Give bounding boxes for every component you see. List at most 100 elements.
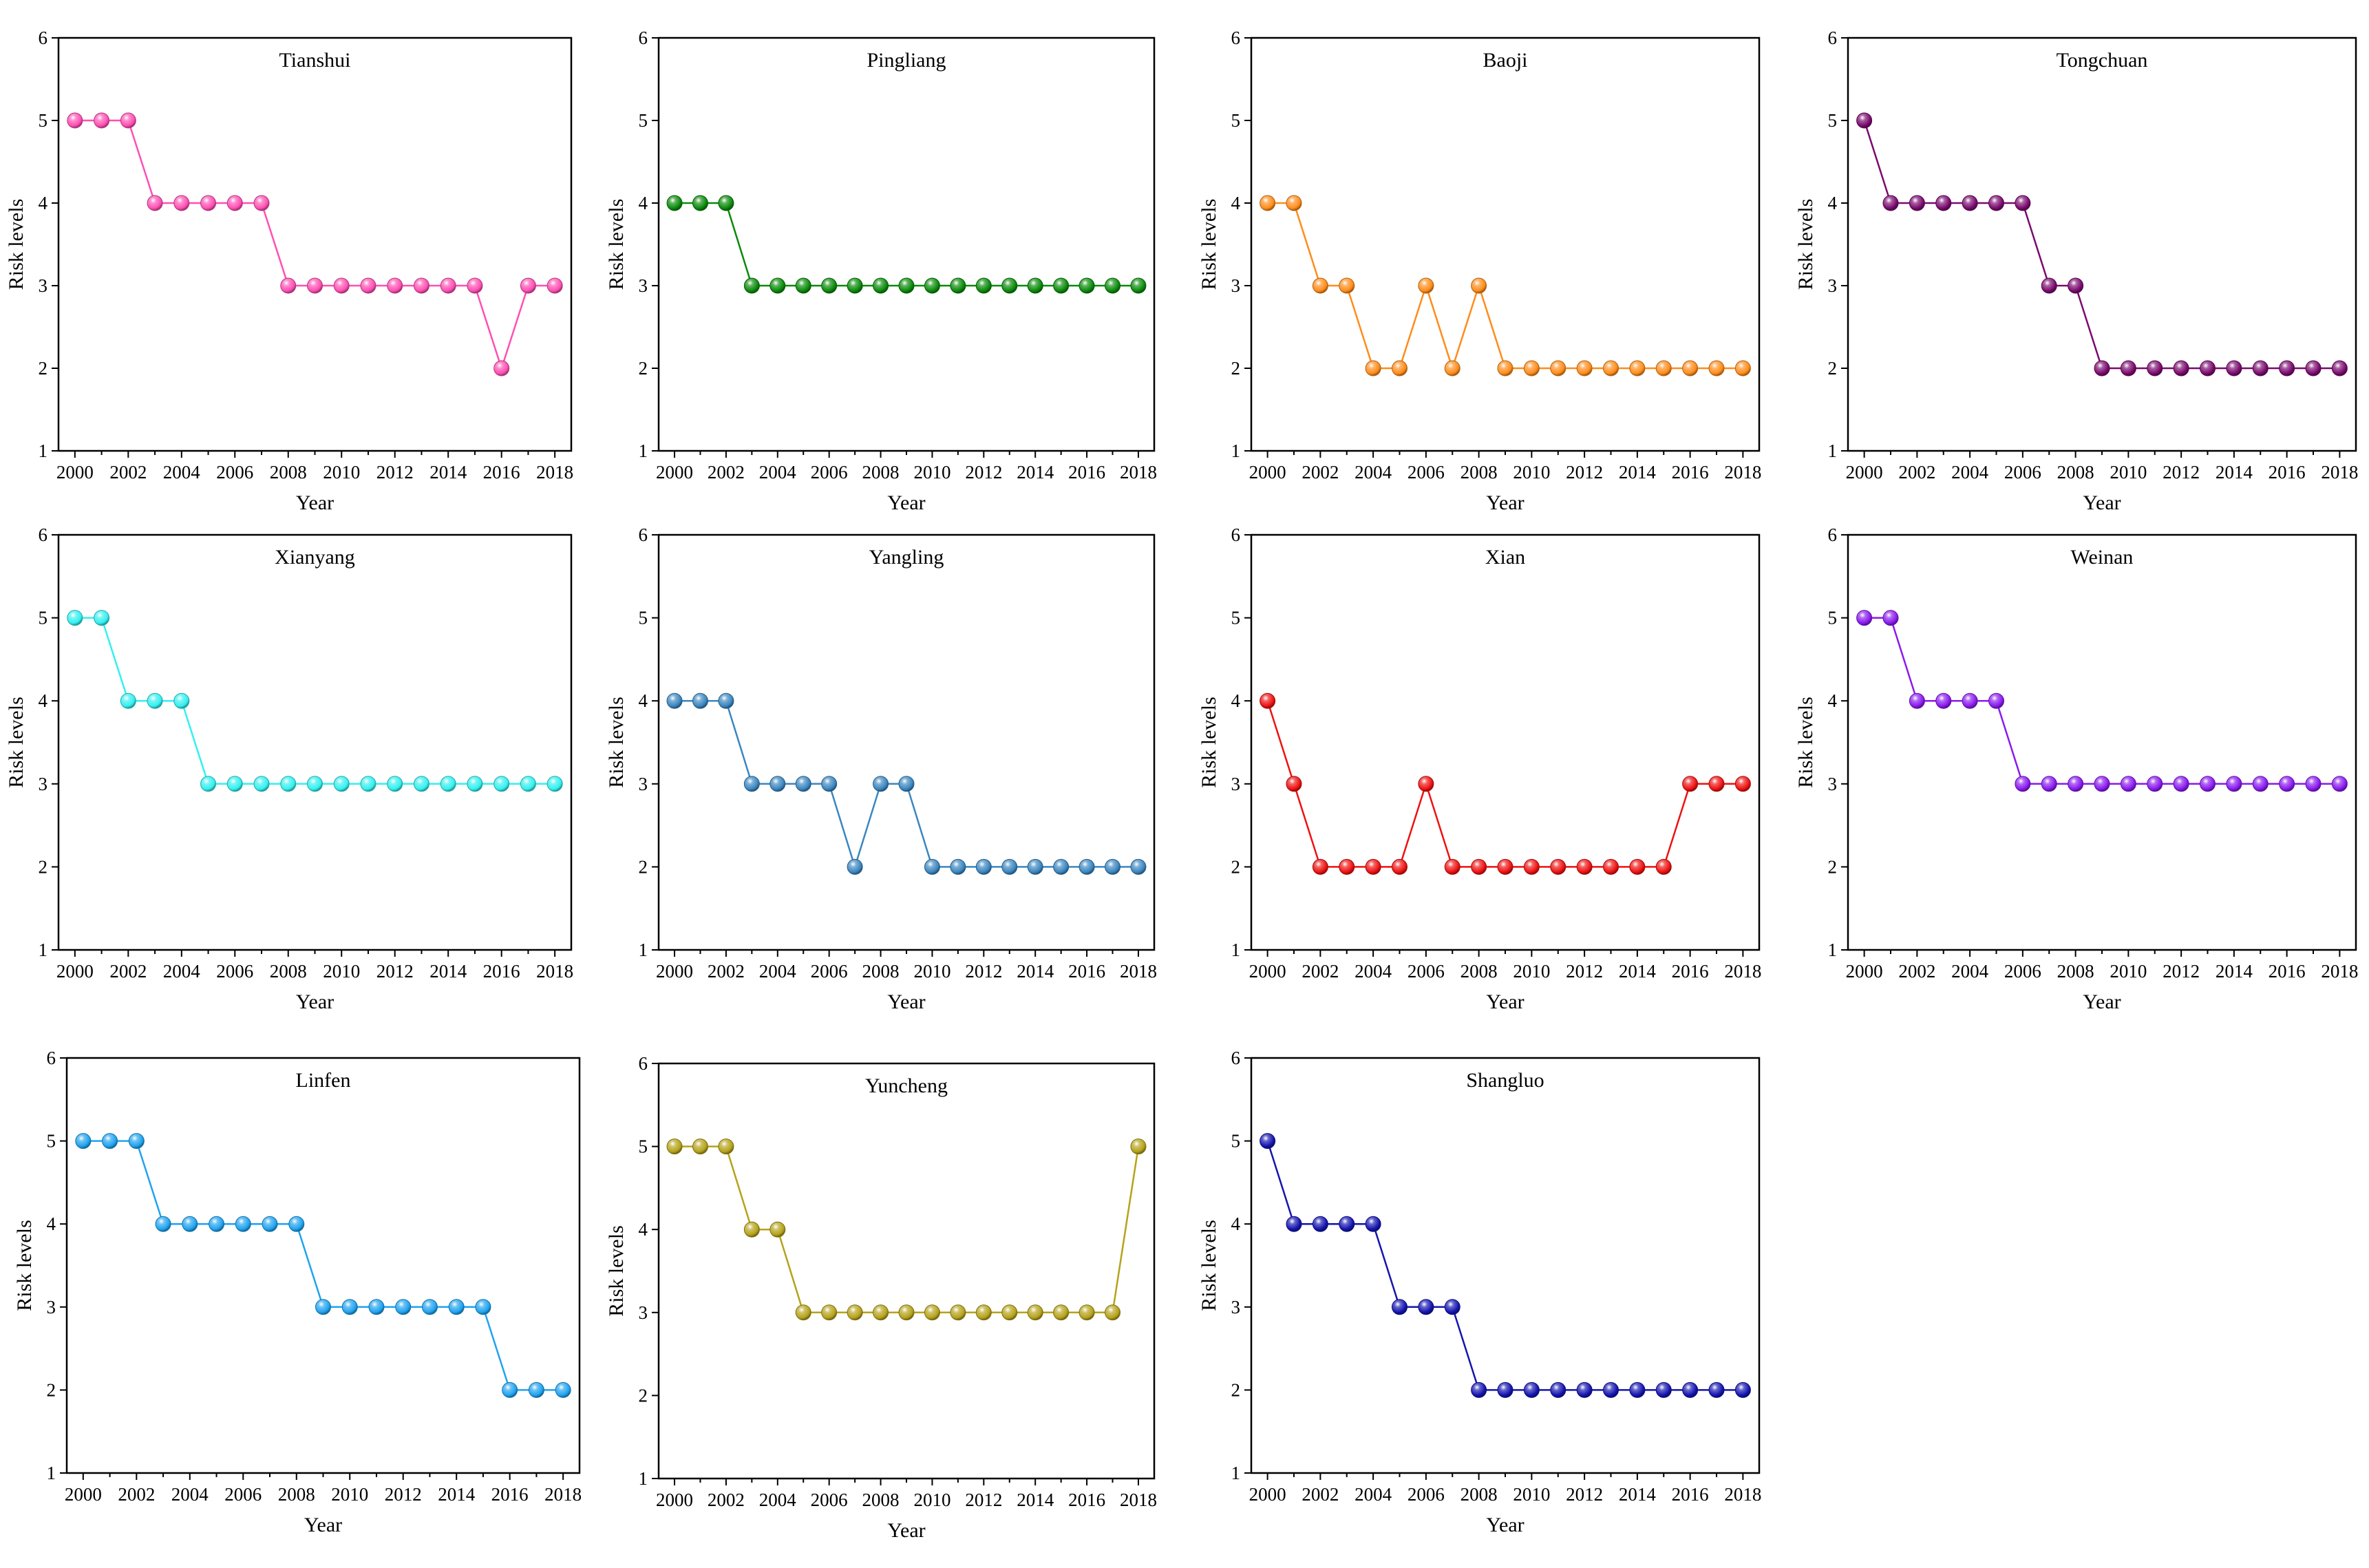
x-tick-label: 2000 [656, 1490, 693, 1510]
y-tick-label: 3 [639, 275, 648, 296]
y-tick-label: 4 [1231, 193, 1241, 213]
x-tick-label: 2010 [913, 961, 950, 982]
x-tick-label: 2002 [1302, 961, 1339, 982]
data-point-2000 [666, 1138, 683, 1155]
y-tick-label: 3 [639, 774, 648, 794]
data-point-2010 [924, 277, 940, 294]
data-point-2013 [1001, 858, 1018, 875]
x-tick-label: 2012 [965, 1490, 1002, 1510]
data-point-2005 [209, 1216, 225, 1232]
data-point-2002 [718, 1138, 734, 1155]
data-point-2001 [1286, 195, 1302, 211]
x-tick-label: 2018 [1120, 462, 1157, 483]
y-tick-label: 3 [1828, 275, 1838, 296]
data-point-2008 [873, 776, 889, 792]
y-tick-label: 2 [639, 1385, 648, 1406]
x-tick-label: 2018 [1120, 961, 1157, 982]
data-point-2000 [1260, 1133, 1276, 1149]
data-point-2009 [1497, 360, 1513, 377]
chart-title: Baoji [1483, 49, 1528, 72]
x-tick-label: 2016 [1068, 462, 1105, 483]
y-tick-label: 2 [1828, 358, 1838, 379]
data-point-2012 [395, 1299, 412, 1315]
y-tick-label: 1 [39, 441, 48, 461]
x-tick-label: 2010 [913, 462, 950, 483]
y-tick-label: 4 [1828, 690, 1838, 711]
chart-title: Shangluo [1466, 1069, 1544, 1092]
chart-panel-yuncheng: 1 2 3 4 5 6 2000 2002 2004 2006 2008 2010 2012 2014 20… [605, 1053, 1157, 1542]
data-point-2005 [1988, 195, 2004, 211]
x-tick-label: 2018 [1724, 961, 1761, 982]
series-line [1864, 617, 2340, 785]
data-point-2014 [1027, 858, 1043, 875]
data-point-2016 [1079, 1304, 1095, 1321]
x-tick-label: 2012 [2163, 462, 2200, 483]
data-point-2000 [666, 692, 683, 709]
data-point-2012 [975, 277, 992, 294]
x-tick-label: 2004 [759, 961, 797, 982]
data-point-2009 [2094, 360, 2110, 377]
y-tick-label: 2 [1231, 856, 1241, 877]
data-point-2006 [821, 1304, 838, 1321]
data-point-2005 [200, 195, 217, 211]
data-point-2008 [1471, 1381, 1487, 1398]
data-point-2015 [2252, 776, 2269, 792]
y-axis-label: Risk levels [5, 199, 28, 290]
x-tick-label: 2016 [1672, 1484, 1709, 1505]
x-tick-label: 2004 [1355, 1484, 1392, 1505]
data-point-2000 [67, 610, 83, 626]
x-tick-label: 2002 [1898, 961, 1935, 982]
data-point-2014 [2226, 360, 2242, 377]
data-point-2014 [440, 776, 456, 792]
y-tick-label: 5 [1828, 110, 1838, 131]
y-tick-label: 4 [1828, 193, 1838, 213]
x-tick-label: 2002 [118, 1484, 155, 1505]
data-point-2007 [847, 1304, 863, 1321]
x-tick-label: 2004 [1355, 961, 1392, 982]
x-tick-label: 2000 [65, 1484, 102, 1505]
series-line [74, 119, 555, 372]
x-tick-label: 2000 [1846, 961, 1883, 982]
series-line [1266, 1141, 1743, 1391]
data-point-2007 [847, 277, 863, 294]
x-tick-label: 2002 [1302, 1484, 1339, 1505]
data-point-2006 [1418, 277, 1434, 294]
x-axis-label: Year [887, 990, 925, 1013]
data-point-2011 [1550, 858, 1566, 875]
x-tick-label: 2004 [171, 1484, 209, 1505]
data-point-2007 [1444, 360, 1460, 377]
data-point-2013 [1603, 858, 1619, 875]
data-point-2013 [1001, 277, 1018, 294]
y-tick-label: 6 [1231, 28, 1241, 48]
data-point-2013 [1603, 360, 1619, 377]
x-tick-label: 2006 [216, 462, 253, 483]
y-tick-label: 1 [639, 1468, 648, 1489]
x-tick-label: 2018 [536, 961, 573, 982]
data-point-2002 [128, 1133, 145, 1149]
data-point-2003 [1339, 858, 1355, 875]
x-tick-label: 2008 [2057, 462, 2094, 483]
data-point-2007 [2041, 277, 2057, 294]
data-point-2016 [1682, 1381, 1699, 1398]
data-point-2012 [1576, 360, 1593, 377]
data-point-2011 [2147, 776, 2163, 792]
x-tick-label: 2010 [323, 462, 360, 483]
data-point-2018 [1130, 277, 1147, 294]
plot-frame [1250, 1057, 1761, 1474]
y-tick-label: 5 [39, 110, 48, 131]
data-point-2005 [1391, 360, 1407, 377]
y-tick-label: 5 [47, 1131, 56, 1152]
data-point-2005 [1391, 1299, 1407, 1315]
y-tick-label: 3 [1828, 774, 1838, 794]
x-tick-label: 2008 [1460, 1484, 1498, 1505]
data-point-2010 [333, 277, 350, 294]
data-point-2016 [1682, 360, 1699, 377]
data-point-2017 [520, 776, 536, 792]
x-tick-label: 2010 [1513, 961, 1550, 982]
data-point-2007 [1444, 1299, 1460, 1315]
y-tick-label: 1 [639, 441, 648, 461]
data-point-2015 [467, 776, 483, 792]
x-tick-label: 2012 [1566, 462, 1603, 483]
x-tick-label: 2016 [483, 462, 520, 483]
data-point-2000 [75, 1133, 92, 1149]
